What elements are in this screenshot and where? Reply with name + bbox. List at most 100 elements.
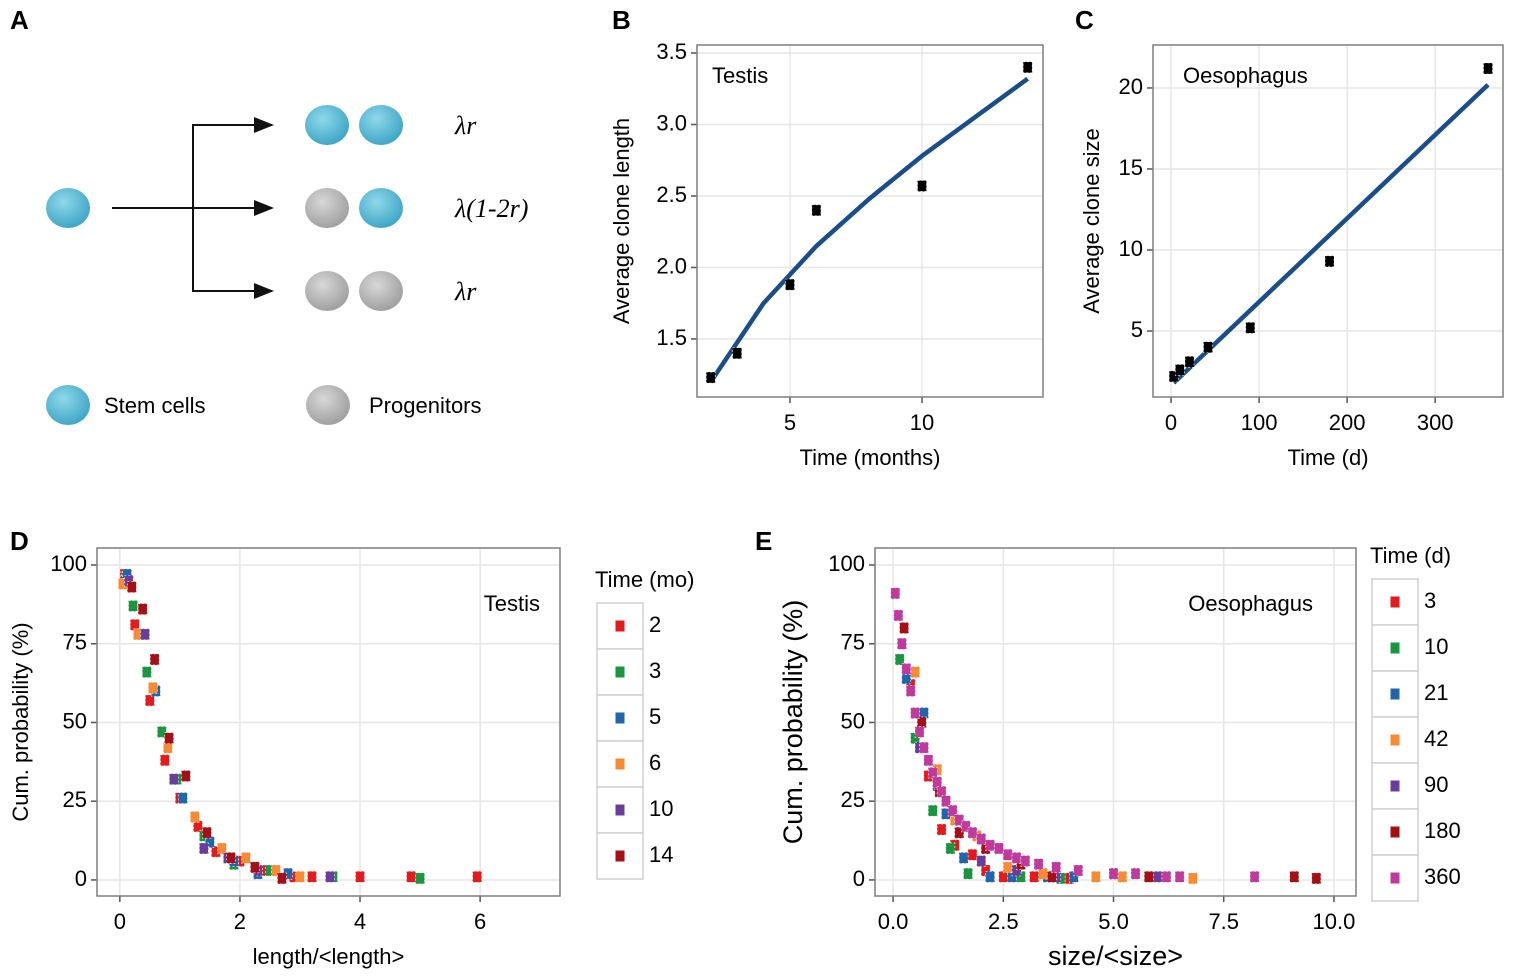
- legend-swatch: [615, 758, 625, 770]
- progenitor: [305, 188, 349, 228]
- x-tick-label: 6: [474, 909, 486, 934]
- legend-label: 5: [649, 704, 661, 729]
- x-axis-title: Time (months): [800, 445, 941, 470]
- y-axis-title: Average clone length: [609, 118, 634, 324]
- point: [133, 628, 143, 641]
- point: [1033, 858, 1044, 870]
- point: [295, 870, 305, 883]
- legend-title: Time (mo): [595, 567, 694, 592]
- legend-swatch: [1390, 688, 1400, 700]
- point: [1002, 848, 1013, 861]
- legend-label: 360: [1424, 864, 1461, 889]
- panel-label: E: [755, 526, 772, 556]
- point: [941, 795, 951, 808]
- point: [140, 628, 150, 641]
- legend-title: Time (d): [1370, 543, 1451, 568]
- point: [157, 726, 167, 738]
- point: [1161, 870, 1172, 883]
- point: [976, 833, 987, 845]
- point: [235, 855, 245, 867]
- point: [202, 826, 212, 839]
- progenitor: [359, 271, 403, 311]
- point: [936, 823, 947, 836]
- point: [226, 852, 236, 864]
- y-tick-label: 3.5: [656, 39, 687, 64]
- legend-swatch: [1390, 642, 1400, 654]
- point: [1174, 870, 1185, 883]
- point: [118, 578, 128, 590]
- point: [259, 864, 269, 877]
- point: [355, 870, 365, 883]
- point: [901, 663, 912, 675]
- point: [283, 867, 293, 880]
- plot-border: [696, 44, 1044, 398]
- legend-swatch: [615, 712, 625, 724]
- point: [1029, 870, 1039, 883]
- plot-border: [96, 547, 561, 897]
- point: [994, 842, 1004, 855]
- legend-label: 180: [1424, 818, 1461, 843]
- y-tick-label: 50: [63, 708, 87, 733]
- y-tick-label: 2.5: [656, 182, 687, 207]
- y-tick-label: 0: [853, 866, 865, 891]
- point: [1245, 321, 1256, 334]
- arrow: [192, 124, 272, 292]
- plot-background: [1153, 45, 1503, 397]
- x-tick-label: 0: [114, 909, 126, 934]
- y-tick-label: 2.0: [656, 253, 687, 278]
- rate: λ(1-2r): [454, 194, 528, 223]
- rate: λr: [454, 111, 477, 140]
- legend-label: 3: [1424, 588, 1436, 613]
- legend-swatch: [1390, 826, 1400, 838]
- panel-label: B: [612, 5, 631, 35]
- x-tick-label: 2.5: [988, 909, 1019, 934]
- y-tick-label: 50: [841, 708, 865, 733]
- point: [1143, 870, 1154, 883]
- point: [894, 653, 905, 666]
- point: [178, 792, 188, 804]
- legend-label: 14: [649, 842, 673, 867]
- legend-swatch: [1390, 872, 1400, 884]
- point: [985, 870, 995, 883]
- panel-a: A λr λ(1-2r) λr Stem cells Progenitors: [10, 5, 528, 425]
- stem-cell: [359, 188, 403, 228]
- point: [1073, 864, 1084, 877]
- point: [199, 842, 209, 855]
- point: [1311, 872, 1322, 885]
- point: [967, 848, 978, 861]
- point: [271, 864, 281, 877]
- x-tick-label: 200: [1329, 410, 1366, 435]
- fit-line: [1172, 83, 1490, 385]
- legend-swatch: [1390, 780, 1400, 792]
- point: [1051, 861, 1062, 874]
- point: [923, 754, 934, 767]
- x-axis-title: Time (d): [1287, 445, 1368, 470]
- panel-label: D: [10, 526, 29, 556]
- point: [1117, 870, 1128, 883]
- point: [1130, 867, 1141, 880]
- legend-label: 42: [1424, 726, 1448, 751]
- point: [1020, 855, 1031, 867]
- point: [415, 872, 425, 885]
- point: [1022, 61, 1033, 74]
- x-tick-label: 0.0: [878, 909, 909, 934]
- point: [1184, 356, 1195, 368]
- rate: λr: [454, 277, 477, 306]
- legend-label: Progenitors: [369, 393, 482, 418]
- y-tick-label: 15: [1119, 155, 1143, 180]
- point: [181, 770, 191, 782]
- point: [1168, 370, 1179, 383]
- x-tick-label: 2: [234, 909, 246, 934]
- y-tick-label: 3.0: [656, 110, 687, 135]
- point: [164, 732, 174, 745]
- x-tick-label: 10: [910, 410, 934, 435]
- point: [893, 609, 904, 622]
- y-tick-label: 0: [75, 866, 87, 891]
- y-tick-label: 75: [63, 630, 87, 655]
- x-tick-label: 0: [1165, 410, 1177, 435]
- point: [1002, 861, 1013, 874]
- point: [945, 842, 956, 855]
- y-tick-label: 20: [1119, 74, 1143, 99]
- x-tick-label: 100: [1241, 410, 1278, 435]
